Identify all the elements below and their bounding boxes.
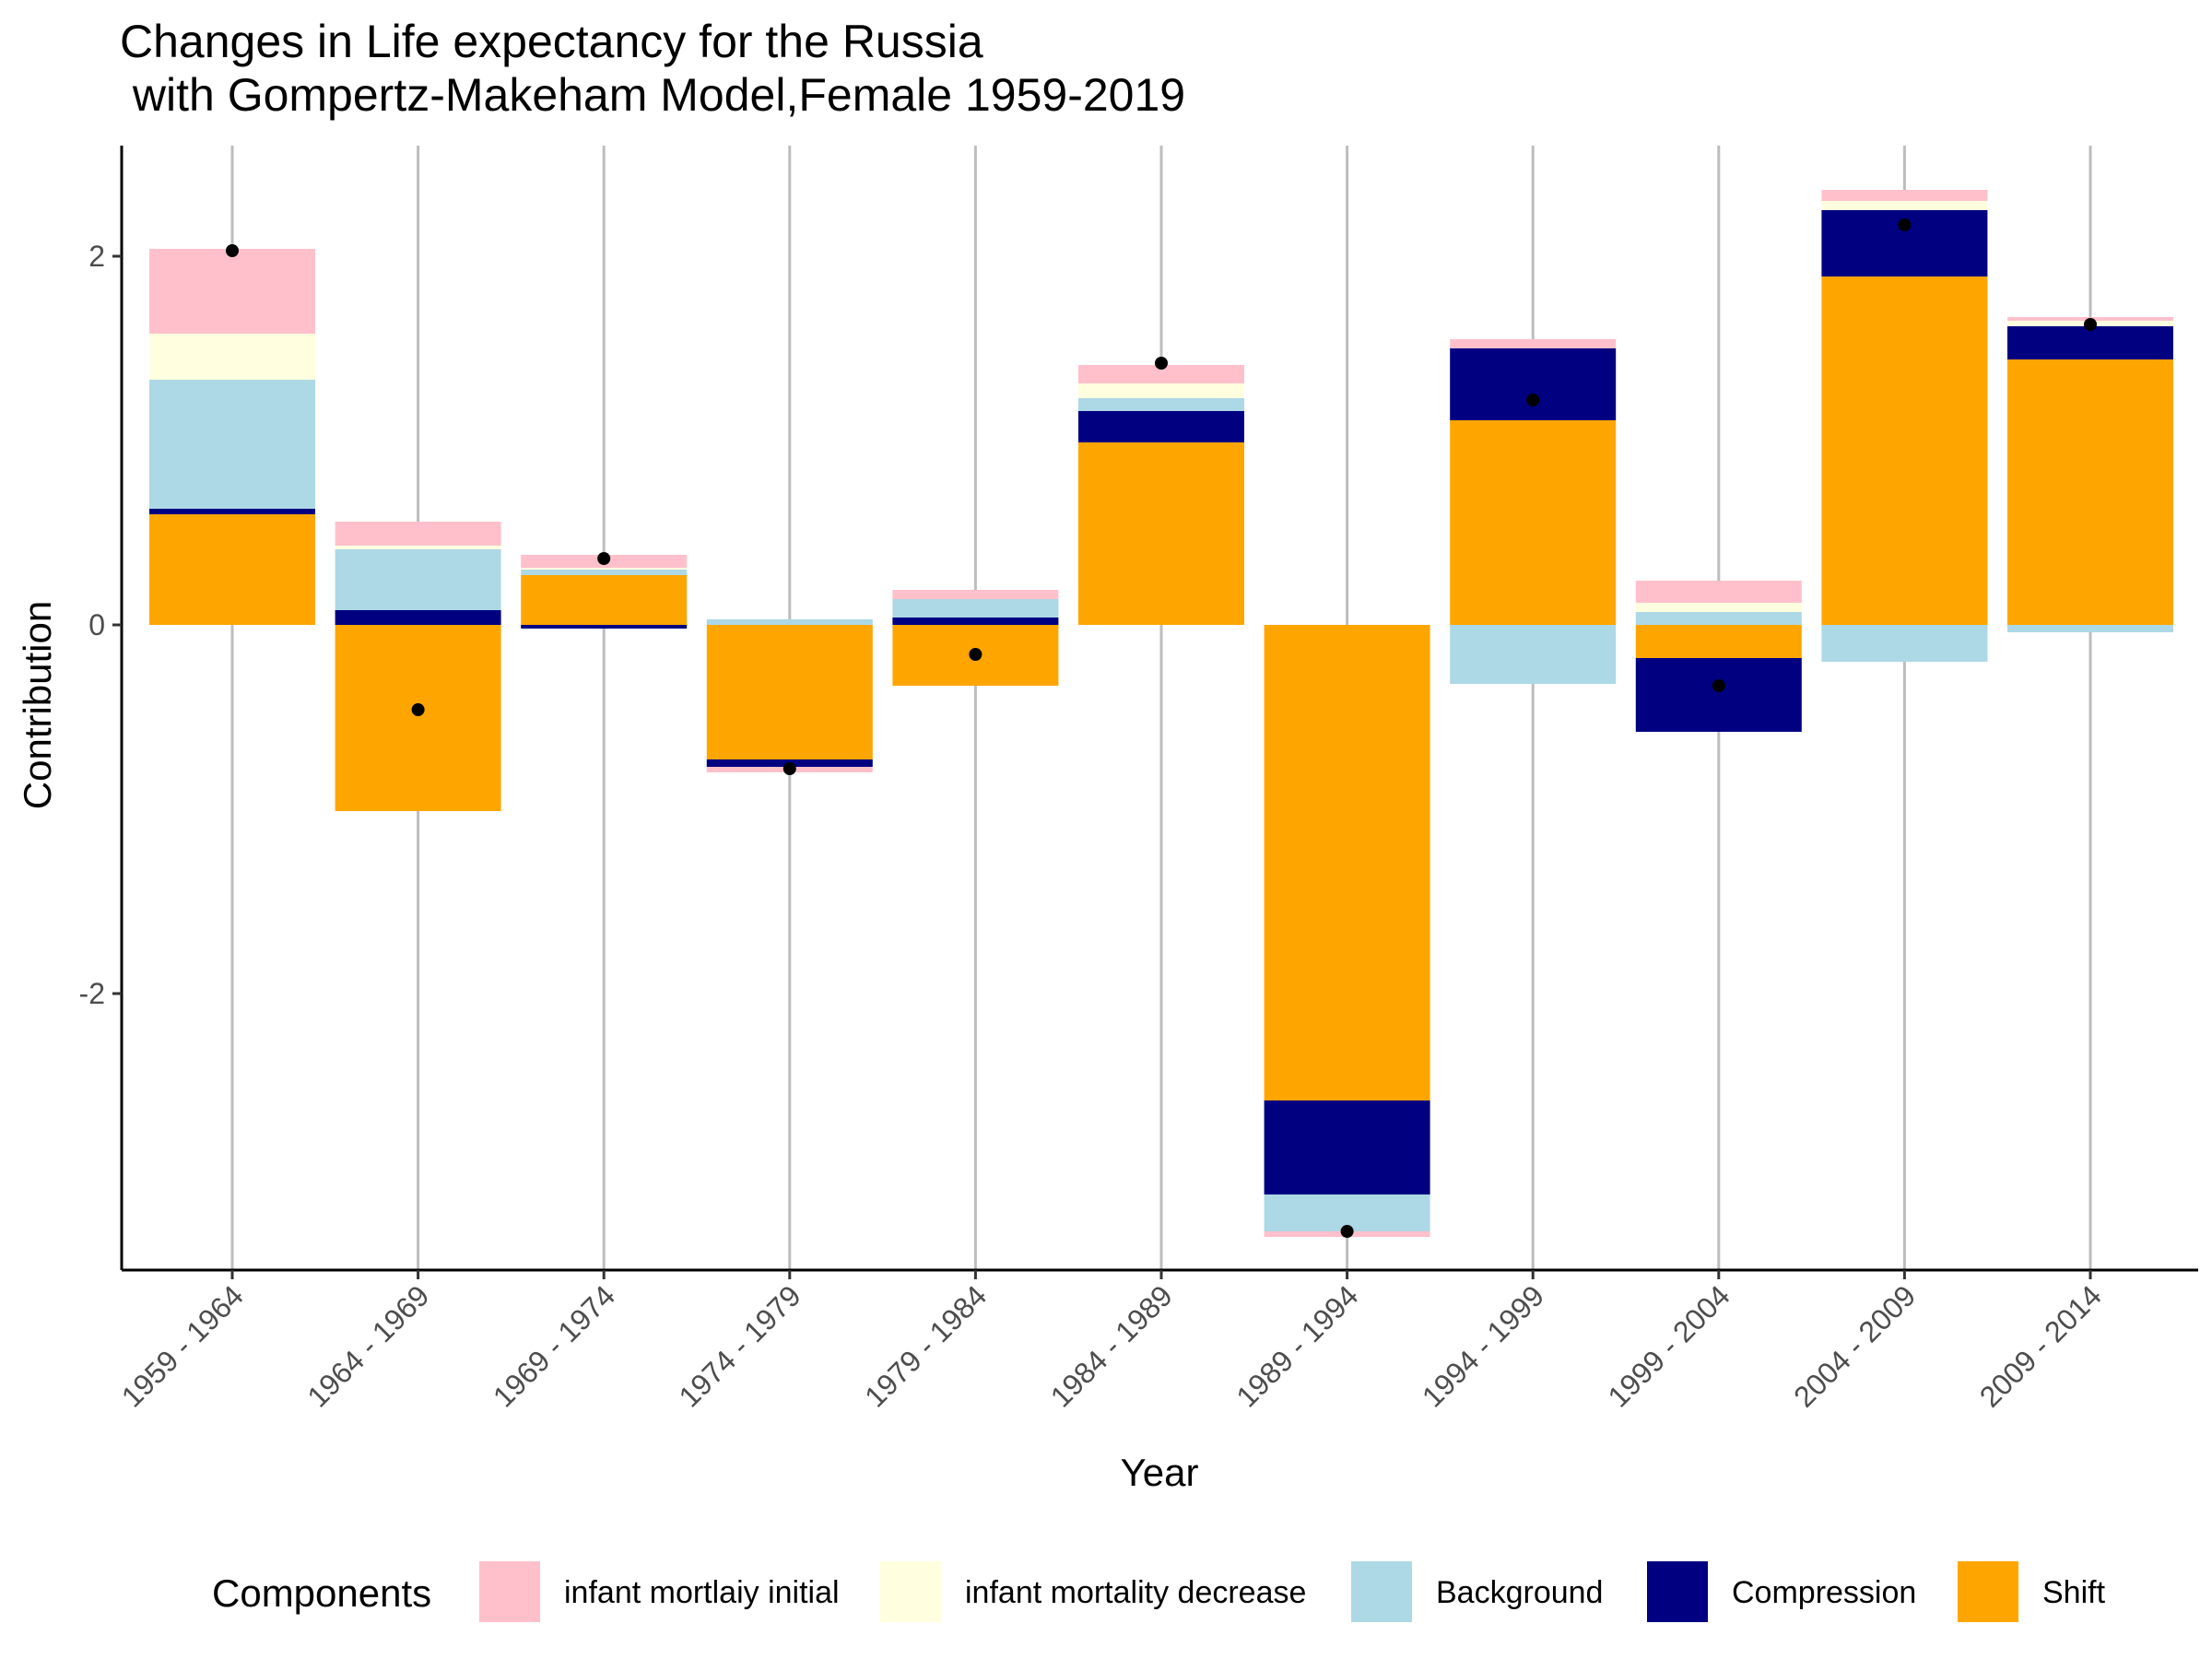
bar-segment bbox=[335, 546, 501, 549]
x-tick-label: 1969 - 1974 bbox=[487, 1278, 621, 1413]
bar-segment bbox=[892, 618, 1059, 625]
x-tick-label: 1964 - 1969 bbox=[300, 1278, 435, 1413]
total-point bbox=[597, 552, 611, 565]
x-tick-label: 1989 - 1994 bbox=[1230, 1278, 1364, 1413]
total-point bbox=[1155, 357, 1168, 370]
bar-segment bbox=[1635, 625, 1802, 658]
total-point bbox=[226, 244, 239, 257]
chart-title-line1: Changes in Life expectancy for the Russi… bbox=[120, 16, 983, 67]
legend-swatch bbox=[1958, 1561, 2018, 1622]
bar-segment bbox=[1264, 625, 1430, 1100]
legend-title: Components bbox=[212, 1571, 431, 1615]
bar-segment bbox=[149, 334, 315, 380]
bar-segment bbox=[1635, 603, 1802, 612]
bar-segment bbox=[1264, 1100, 1430, 1194]
x-tick-label: 1984 - 1989 bbox=[1044, 1278, 1179, 1413]
bar-segment bbox=[1450, 420, 1617, 625]
x-tick-label: 1959 - 1964 bbox=[115, 1278, 250, 1413]
x-tick-label: 1994 - 1999 bbox=[1416, 1278, 1550, 1413]
bar-segment bbox=[1078, 398, 1244, 411]
bar-segment bbox=[149, 509, 315, 514]
bar-segment bbox=[1078, 383, 1244, 398]
legend-label: Background bbox=[1436, 1575, 1603, 1610]
bar-segment bbox=[521, 570, 688, 575]
bar-segment bbox=[1635, 612, 1802, 625]
total-point bbox=[411, 703, 425, 716]
bar-segment bbox=[1078, 365, 1244, 383]
x-tick-label: 2004 - 2009 bbox=[1787, 1278, 1922, 1413]
bar-segment bbox=[149, 249, 315, 334]
chart-title-line2: with Gompertz-Makeham Model,Female 1959-… bbox=[120, 69, 1185, 121]
bar-segment bbox=[521, 568, 688, 570]
legend-label: infant mortlaiy initial bbox=[564, 1575, 840, 1610]
total-point bbox=[1898, 218, 1912, 231]
bar-segment bbox=[706, 625, 873, 759]
bar-segment bbox=[1450, 339, 1617, 348]
bar-segment bbox=[1635, 581, 1802, 603]
legend-label: Shift bbox=[2042, 1575, 2106, 1610]
bar-segment bbox=[1821, 190, 1988, 201]
bar-segment bbox=[1450, 348, 1617, 420]
x-tick-label: 2009 - 2014 bbox=[1973, 1278, 2108, 1413]
total-point bbox=[2084, 318, 2097, 331]
bar-segment bbox=[1078, 411, 1244, 442]
x-tick-label: 1979 - 1984 bbox=[858, 1278, 993, 1413]
bar-segment bbox=[1821, 201, 1988, 210]
x-tick-label: 1974 - 1979 bbox=[673, 1278, 807, 1413]
legend-swatch bbox=[479, 1561, 540, 1622]
total-point bbox=[782, 762, 796, 775]
y-tick-label: 2 bbox=[88, 240, 105, 273]
legend-swatch bbox=[1647, 1561, 1708, 1622]
x-tick-label: 1999 - 2004 bbox=[1602, 1278, 1736, 1413]
gridlines bbox=[230, 146, 2092, 1270]
bar-segment bbox=[521, 575, 688, 625]
legend-label: Compression bbox=[1732, 1575, 1916, 1610]
bar-segment bbox=[335, 549, 501, 610]
legend-swatch bbox=[1351, 1561, 1412, 1622]
total-point bbox=[1526, 394, 1540, 406]
bar-segment bbox=[2007, 326, 2173, 359]
total-point bbox=[1712, 679, 1725, 692]
bar-segment bbox=[2007, 625, 2173, 632]
bar-segment bbox=[1821, 276, 1988, 625]
bar-segment bbox=[335, 625, 501, 811]
bar-segment bbox=[706, 619, 873, 625]
total-point bbox=[1340, 1225, 1354, 1238]
bars bbox=[149, 190, 2173, 1237]
bar-segment bbox=[335, 610, 501, 625]
total-point bbox=[969, 648, 982, 661]
bar-segment bbox=[335, 522, 501, 546]
bar-segment bbox=[892, 590, 1059, 599]
bar-segment bbox=[1078, 442, 1244, 625]
bar-segment bbox=[521, 625, 688, 629]
bar-segment bbox=[2007, 359, 2173, 625]
bar-segment bbox=[1635, 658, 1802, 732]
bar-segment bbox=[1450, 625, 1617, 684]
x-axis-title: Year bbox=[1121, 1451, 1199, 1494]
legend-swatch bbox=[880, 1561, 941, 1622]
y-axis-title: Contribution bbox=[16, 601, 59, 809]
bar-segment bbox=[149, 514, 315, 625]
total-points bbox=[226, 218, 2097, 1238]
legend-label: infant mortality decrease bbox=[965, 1575, 1306, 1610]
legend: Components infant mortlaiy initial infant… bbox=[212, 1561, 2106, 1622]
y-tick-label: 0 bbox=[88, 608, 105, 641]
bar-segment bbox=[149, 380, 315, 509]
y-tick-label: -2 bbox=[79, 977, 105, 1010]
bar-segment bbox=[1821, 625, 1988, 662]
bar-segment bbox=[892, 599, 1059, 618]
